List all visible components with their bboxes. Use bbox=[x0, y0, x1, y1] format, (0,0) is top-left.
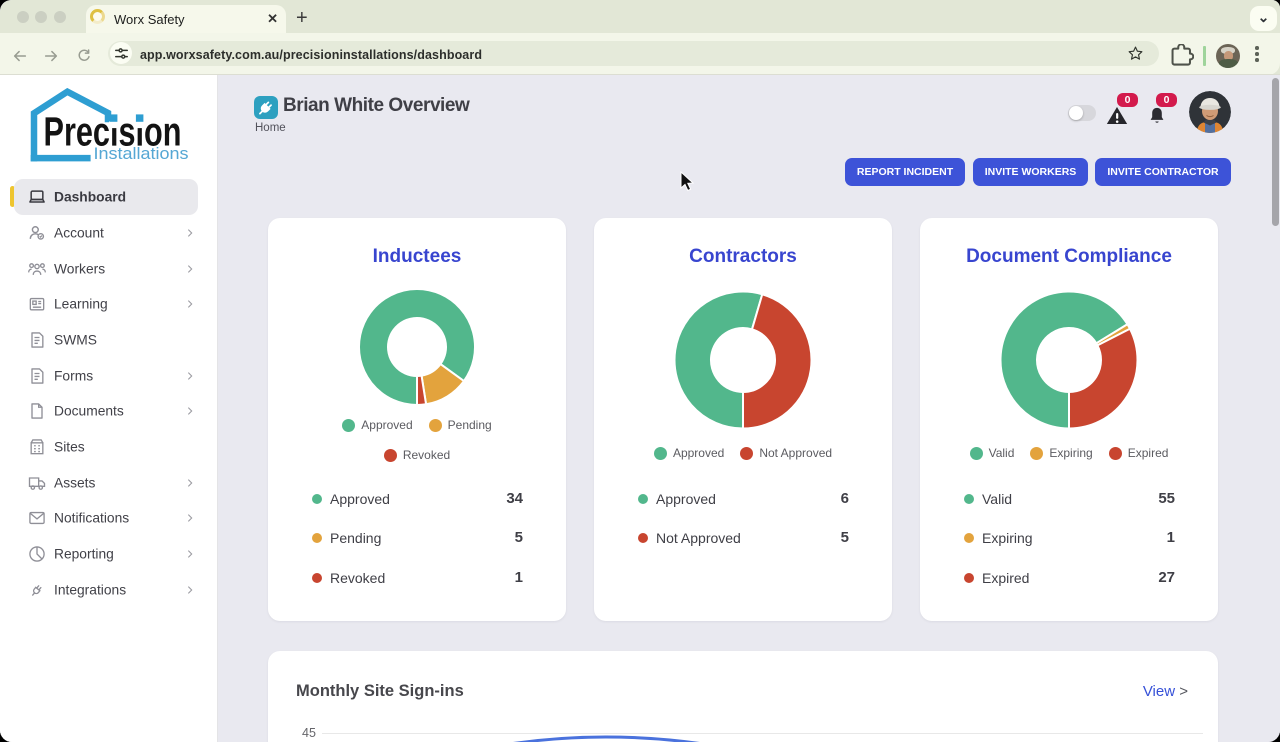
svg-text:Installations: Installations bbox=[94, 145, 189, 163]
